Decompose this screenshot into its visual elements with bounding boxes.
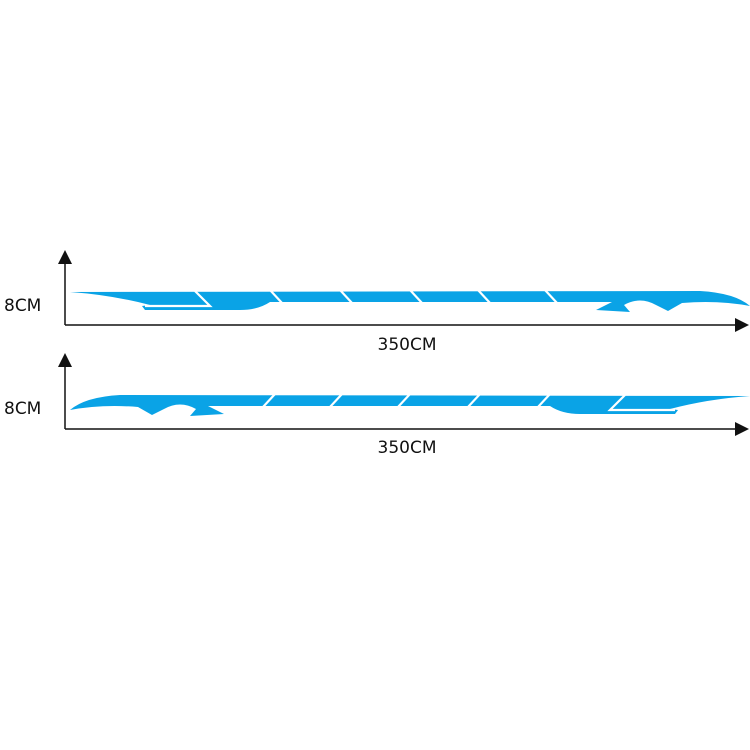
diagram-bottom: 8CM 350CM [4, 353, 750, 458]
length-label: 350CM [378, 438, 437, 458]
arrow-up-icon [58, 353, 72, 367]
diagram-top: 8CM 350CM [4, 250, 750, 355]
arrow-right-icon [735, 422, 749, 436]
arrow-up-icon [58, 250, 72, 264]
height-label: 8CM [4, 296, 41, 316]
height-label: 8CM [4, 399, 41, 419]
decal-stripe [68, 288, 750, 314]
arrow-right-icon [735, 318, 749, 332]
decal-stripe [68, 392, 750, 418]
length-label: 350CM [378, 335, 437, 355]
